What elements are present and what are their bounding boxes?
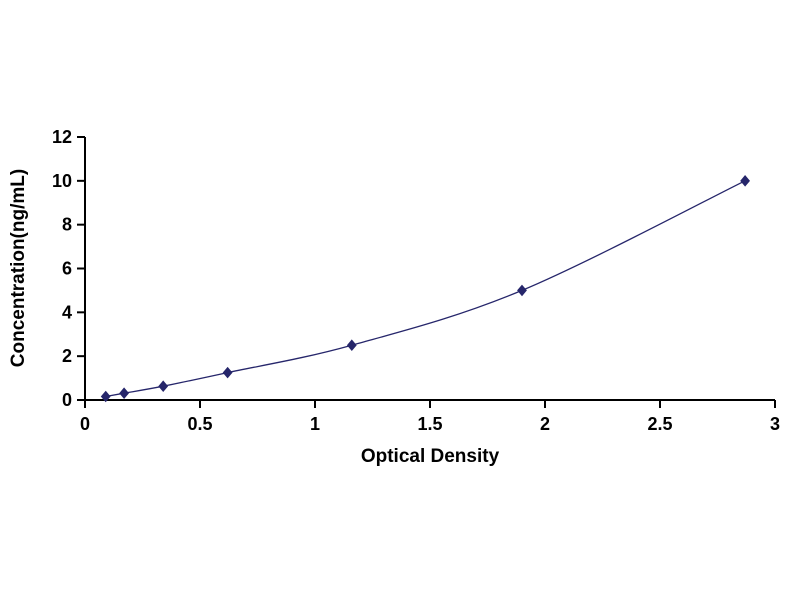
y-axis-label: Concentration(ng/mL): [8, 169, 29, 367]
y-tick-label: 4: [62, 302, 72, 322]
plot-layer: 0 0.5 1 1.5 2 2.5 3 0 2 4 6 8 10 12: [52, 127, 780, 434]
data-point-diamond: [158, 380, 169, 392]
x-tick-label: 1: [310, 414, 320, 434]
x-tick-label: 0.5: [187, 414, 212, 434]
y-tick-label: 2: [62, 346, 72, 366]
y-tick-label: 12: [52, 127, 72, 147]
x-tick-label: 0: [80, 414, 90, 434]
data-point-diamond: [222, 366, 233, 379]
data-point-diamond: [346, 339, 357, 351]
x-tick-label: 3: [770, 414, 780, 434]
x-axis-label: Optical Density: [361, 446, 500, 467]
data-point-diamond: [100, 390, 111, 403]
data-point-diamond: [119, 387, 130, 399]
x-tick-label: 2: [540, 414, 550, 434]
y-tick-label: 8: [62, 215, 72, 235]
y-tick-label: 10: [52, 171, 72, 191]
series-line: [105, 180, 746, 398]
x-tick-label: 2.5: [647, 414, 672, 434]
x-tick-label: 1.5: [417, 414, 442, 434]
y-tick-label: 0: [62, 390, 72, 410]
data-point-diamond: [517, 284, 527, 297]
y-tick-label: 6: [62, 259, 72, 279]
data-point-diamond: [740, 175, 751, 187]
